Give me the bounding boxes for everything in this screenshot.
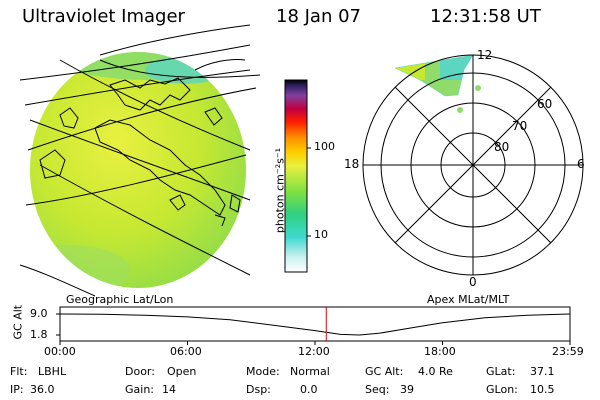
altitude-strip <box>56 306 571 345</box>
mlat-label-80: 80 <box>494 140 510 154</box>
mlt-label-0: 0 <box>469 275 477 289</box>
geographic-caption: Geographic Lat/Lon <box>66 293 174 306</box>
time-tick-1: 06:00 <box>170 345 202 358</box>
info-ip-label: IP: <box>10 383 24 396</box>
colorbar-label-100: 100 <box>314 140 335 153</box>
colorbar <box>284 79 311 273</box>
altitude-frame <box>59 306 571 342</box>
mlt-label-6: 6 <box>577 157 585 171</box>
colorbar-unit-label: photon cm⁻²s⁻¹ <box>273 147 287 234</box>
mlat-label-70: 70 <box>512 119 528 133</box>
info-flt-value: LBHL <box>38 365 67 378</box>
info-dsp-label: Dsp: <box>246 383 271 396</box>
colorbar-label-10: 10 <box>314 228 328 241</box>
info-gcalt-label: GC Alt: <box>365 365 404 378</box>
time-tick-0: 00:00 <box>44 345 76 358</box>
info-glat-value: 37.1 <box>530 365 555 378</box>
aurora-spot <box>475 85 481 91</box>
time-label: 12:31:58 UT <box>430 6 541 27</box>
info-ip-value: 36.0 <box>30 383 55 396</box>
time-tick-2: 12:00 <box>298 345 330 358</box>
time-tick-3: 18:00 <box>424 345 456 358</box>
info-glon-label: GLon: <box>486 383 518 396</box>
apex-caption: Apex MLat/MLT <box>427 293 510 306</box>
info-gain-label: Gain: <box>125 383 154 396</box>
info-mode-label: Mode: <box>246 365 280 378</box>
coastlines <box>39 77 241 227</box>
info-glon-value: 10.5 <box>530 383 555 396</box>
info-flt-label: Flt: <box>10 365 28 378</box>
info-door-label: Door: <box>125 365 155 378</box>
alt-tick-label-9: 9.0 <box>30 307 48 320</box>
info-glat-label: GLat: <box>486 365 516 378</box>
polar-plot <box>362 54 584 276</box>
date-label: 18 Jan 07 <box>276 6 361 27</box>
gc-alt-axis-label: GC Alt <box>11 304 25 340</box>
mlt-label-18: 18 <box>344 157 360 171</box>
altitude-curve <box>59 313 570 336</box>
alt-tick-label-1.8: 1.8 <box>30 328 48 341</box>
time-tick-4: 23:59 <box>552 345 584 358</box>
info-mode-value: Normal <box>290 365 330 378</box>
mlt-label-12: 12 <box>477 48 493 62</box>
earth-disk <box>30 52 246 288</box>
info-door-value: Open <box>167 365 197 378</box>
colorbar-scale <box>284 79 308 273</box>
grid-lines <box>19 24 261 297</box>
polar-aurora-wedge <box>395 55 473 96</box>
info-gain-value: 14 <box>162 383 176 396</box>
info-seq-value: 39 <box>400 383 414 396</box>
mlat-label-60: 60 <box>537 97 553 111</box>
info-seq-label: Seq: <box>365 383 390 396</box>
aurora-spot <box>457 107 463 113</box>
earth-image <box>19 24 261 297</box>
instrument-title: Ultraviolet Imager <box>22 6 185 27</box>
info-dsp-value: 0.0 <box>300 383 318 396</box>
polar-diagonal-2 <box>394 86 552 244</box>
info-gcalt-value: 4.0 Re <box>418 365 453 378</box>
